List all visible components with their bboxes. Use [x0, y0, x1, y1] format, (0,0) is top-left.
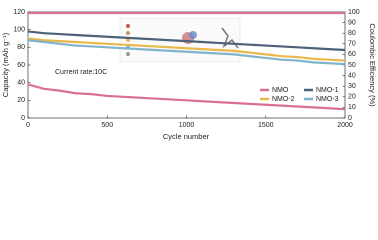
y2-tick-label: 100: [348, 9, 360, 16]
data-line: [27, 37, 346, 62]
x-tick-label: 0: [26, 122, 30, 129]
y-tick-label: 0: [21, 115, 25, 122]
x-axis-title: Cycle number: [163, 132, 210, 141]
y2-tick-label: 40: [348, 72, 356, 79]
x-tick-label: 1500: [258, 122, 274, 129]
y2-tick-label: 70: [348, 41, 356, 48]
data-line: [27, 30, 346, 52]
y2-axis-title: Coulombic Efficiency (%): [368, 23, 377, 107]
y-tick-label: 120: [13, 9, 25, 16]
x-tick-label: 2000: [337, 122, 353, 129]
y-tick-label: 40: [17, 80, 25, 87]
y2-tick-label: 10: [348, 104, 356, 111]
y-tick-label: 60: [17, 62, 25, 69]
y2-tick-label: 60: [348, 51, 356, 58]
y-axis-title: Capacity (mAh g⁻¹): [1, 32, 10, 97]
y2-tick-label: 30: [348, 83, 356, 90]
x-tick-label: 1000: [179, 122, 195, 129]
y2-tick-label: 50: [348, 62, 356, 69]
legend-label: NMO: [272, 87, 289, 94]
data-line: [27, 39, 346, 66]
y-tick-label: 100: [13, 27, 25, 34]
y2-tick-label: 20: [348, 94, 356, 101]
y2-tick-label: 80: [348, 30, 356, 37]
y2-tick-label: 90: [348, 19, 356, 26]
y-tick-label: 80: [17, 44, 25, 51]
y2-tick-label: 0: [348, 115, 352, 122]
data-line: [27, 83, 346, 111]
y-tick-label: 20: [17, 97, 25, 104]
x-tick-label: 500: [101, 122, 113, 129]
annotation: Current rate:10C: [55, 69, 107, 76]
legend-label: NMO-3: [316, 96, 339, 103]
legend-label: NMO-1: [316, 87, 339, 94]
legend-label: NMO-2: [272, 96, 295, 103]
chart: Current rate:10C Cycle number Capacity (…: [1, 9, 377, 141]
